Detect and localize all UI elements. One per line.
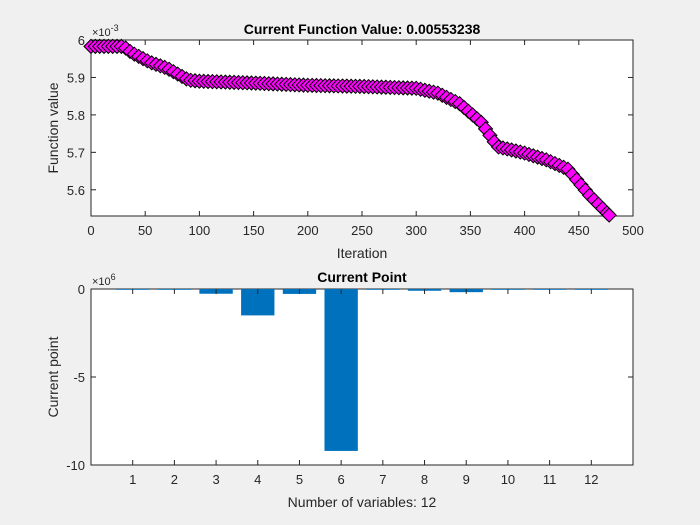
plot1-marker (601, 207, 617, 223)
plot1-y-tick-label: 5.6 (67, 183, 85, 198)
plot1-y-tick-label: 5.7 (67, 145, 85, 160)
plot1-x-tick-label: 50 (138, 223, 152, 238)
plot1-x-tick-label: 400 (514, 223, 536, 238)
plot1-x-tick-label: 100 (189, 223, 211, 238)
plot1-y-tick-label: 5.9 (67, 70, 85, 85)
plot2-x-tick-label: 9 (463, 472, 470, 487)
plot2-x-tick-label: 7 (379, 472, 386, 487)
plot2-y-tick-label: -10 (66, 458, 85, 473)
plot1-x-tick-label: 0 (87, 223, 94, 238)
plot2-bar (324, 289, 358, 451)
plot1-y-exponent: ×10-3 (92, 23, 119, 39)
plot1-y-tick-label: 6 (78, 33, 85, 48)
plot2-axes-background (90, 288, 634, 466)
plot1-x-tick-label: 150 (243, 223, 265, 238)
plot1-y-tick-label: 5.8 (67, 108, 85, 123)
plot1-x-tick-label: 350 (460, 223, 482, 238)
plot2-x-tick-label: 4 (254, 472, 261, 487)
plot2-y-exponent: ×106 (92, 272, 116, 288)
plot1-x-tick-label: 450 (568, 223, 590, 238)
plot1-y-ticks: 5.6 5.7 5.8 5.9 6 (67, 33, 633, 198)
plot1-markers (83, 38, 617, 223)
plot2-x-tick-label: 5 (296, 472, 303, 487)
plot1-axes-background (90, 39, 634, 217)
plot2-y-tick-label: -5 (73, 370, 85, 385)
plot2-x-ticks: 1 2 3 4 5 6 7 8 9 10 11 12 (129, 289, 599, 487)
plot2-x-tick-label: 2 (171, 472, 178, 487)
current-point-plot: Current Point 1 2 3 4 5 6 7 8 9 10 11 12 -10-50 ×10… (45, 269, 634, 510)
plot2-xlabel: Number of variables: 12 (288, 494, 437, 510)
plot1-x-tick-label: 250 (351, 223, 373, 238)
function-value-plot: Current Function Value: 0.00553238 0 50 10… (45, 21, 644, 261)
plot2-x-tick-label: 8 (421, 472, 428, 487)
plot2-x-tick-label: 12 (584, 472, 598, 487)
plot1-title: Current Function Value: 0.00553238 (244, 21, 481, 37)
plot1-x-tick-label: 500 (622, 223, 644, 238)
plot1-x-tick-label: 200 (297, 223, 319, 238)
plot2-y-tick-label: 0 (78, 282, 85, 297)
plot2-x-tick-label: 11 (543, 472, 557, 487)
plot1-x-tick-label: 300 (405, 223, 427, 238)
plot1-xlabel: Iteration (337, 245, 388, 261)
plot2-x-tick-label: 3 (212, 472, 219, 487)
plot2-x-tick-label: 1 (129, 472, 136, 487)
plot2-title: Current Point (317, 269, 407, 285)
plot1-x-ticks: 0 50 100 150 200 250 300 350 400 450 500 (87, 40, 644, 238)
plot2-ylabel: Current point (45, 336, 61, 417)
plot2-y-ticks: -10 -5 0 (66, 282, 633, 473)
plot2-x-tick-label: 6 (338, 472, 345, 487)
plot1-ylabel: Function value (45, 82, 61, 173)
plot2-x-tick-label: 10 (501, 472, 515, 487)
